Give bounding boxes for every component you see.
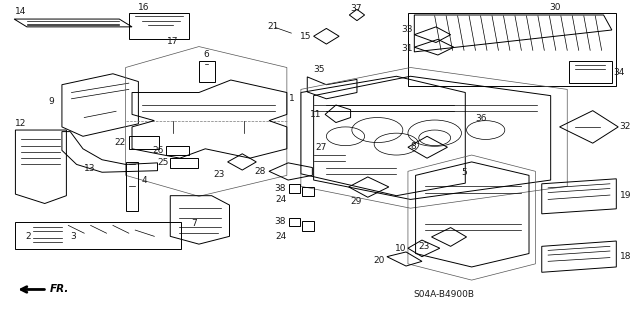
Text: 35: 35 xyxy=(314,65,325,74)
Text: 24: 24 xyxy=(275,195,286,204)
Text: 22: 22 xyxy=(115,138,125,147)
Text: 38: 38 xyxy=(275,184,286,193)
Text: 7: 7 xyxy=(191,219,197,228)
Text: 28: 28 xyxy=(255,167,266,176)
Text: 36: 36 xyxy=(476,114,487,123)
Text: FR.: FR. xyxy=(50,285,69,294)
Text: 4: 4 xyxy=(141,175,147,185)
Text: 17: 17 xyxy=(167,37,179,46)
Text: 2: 2 xyxy=(26,232,31,241)
Text: 26: 26 xyxy=(152,146,164,155)
Text: 32: 32 xyxy=(620,122,631,131)
Text: 25: 25 xyxy=(157,158,168,167)
Text: 34: 34 xyxy=(613,68,625,77)
Text: 15: 15 xyxy=(300,32,311,41)
Text: 16: 16 xyxy=(138,3,149,12)
Text: 5: 5 xyxy=(461,168,467,177)
Text: 8: 8 xyxy=(410,142,416,151)
Text: 6: 6 xyxy=(204,50,209,59)
Text: 29: 29 xyxy=(351,197,362,206)
Text: S04A-B4900B: S04A-B4900B xyxy=(413,290,475,299)
Text: 13: 13 xyxy=(84,164,96,174)
Text: 20: 20 xyxy=(374,256,385,265)
Text: 33: 33 xyxy=(401,26,412,34)
Text: 10: 10 xyxy=(394,244,406,253)
Text: 23: 23 xyxy=(418,242,429,251)
Text: 31: 31 xyxy=(401,44,412,53)
Text: 30: 30 xyxy=(549,3,561,12)
Text: 37: 37 xyxy=(351,4,362,13)
Text: 9: 9 xyxy=(48,97,54,107)
Text: 38: 38 xyxy=(275,218,286,226)
Text: 1: 1 xyxy=(289,94,295,103)
Text: 18: 18 xyxy=(620,252,631,261)
Text: 24: 24 xyxy=(275,233,286,241)
Text: 3: 3 xyxy=(70,232,76,241)
Text: 27: 27 xyxy=(315,143,326,152)
Text: 11: 11 xyxy=(310,110,322,119)
Text: 23: 23 xyxy=(213,170,225,179)
Text: 12: 12 xyxy=(15,119,27,128)
Text: 14: 14 xyxy=(15,7,27,16)
Text: 21: 21 xyxy=(268,22,279,31)
Text: 19: 19 xyxy=(620,191,631,200)
